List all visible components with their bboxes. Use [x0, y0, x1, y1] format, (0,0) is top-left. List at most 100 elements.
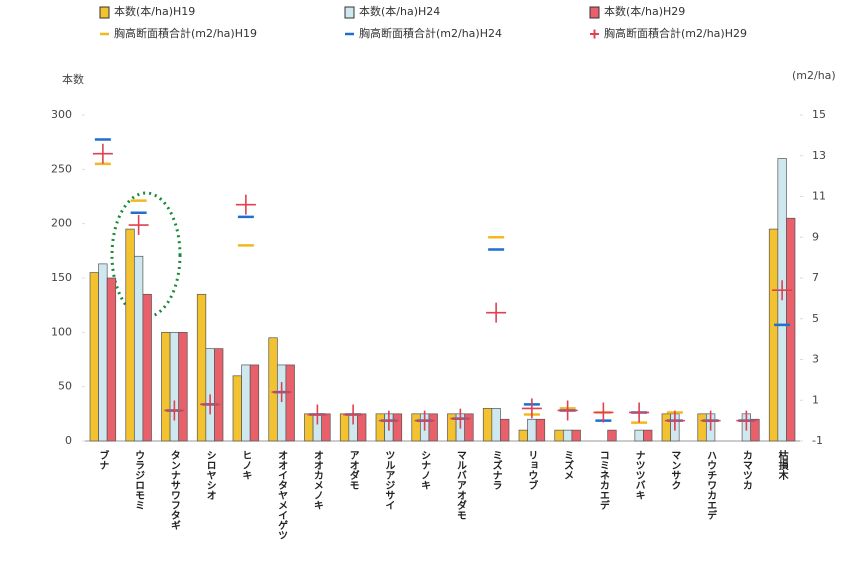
bar [196, 293, 207, 442]
bar [98, 263, 108, 442]
y-axis-label: 本数 [62, 72, 84, 86]
bar [768, 228, 779, 442]
legend-label: 胸高断面積合計(m2/ha)H29 [604, 26, 747, 40]
x-tick-label: マンサク [669, 450, 681, 490]
bar [268, 337, 278, 442]
marker [271, 382, 292, 403]
marker [664, 410, 685, 431]
x-tick-label: カマツカ [740, 450, 752, 490]
x-tick-label: ヒノキ [240, 450, 252, 480]
y2-tick-label: 7 [812, 271, 819, 284]
legend-label: 本数(本/ha)H29 [604, 4, 685, 18]
bar [411, 413, 421, 442]
marker [629, 402, 650, 423]
bar [786, 217, 796, 442]
bar [643, 429, 653, 442]
marker [92, 143, 113, 164]
bar [697, 413, 707, 442]
marker [128, 215, 149, 236]
y2-tick-label: 13 [812, 149, 826, 162]
y2-tick-label: 15 [812, 108, 826, 121]
marker [307, 404, 328, 425]
legend-label: 胸高断面積合計(m2/ha)H19 [114, 26, 257, 40]
bar [178, 331, 188, 442]
bar [607, 429, 617, 442]
x-tick-label: オオカメノキ [311, 450, 323, 510]
x-tick-label: コミネカエデ [597, 450, 609, 510]
y-tick-label: 50 [58, 380, 72, 393]
y2-tick-label: 1 [812, 393, 819, 406]
bar [133, 255, 144, 442]
x-tick-label: マルバアオダモ [454, 450, 466, 520]
marker [343, 404, 364, 425]
bar [241, 364, 251, 442]
legend-label: 本数(本/ha)H24 [359, 4, 440, 18]
x-tick-label: ナツツバキ [633, 450, 645, 500]
x-tick-label: リョウブ [526, 450, 537, 490]
marker [700, 410, 721, 431]
bar [554, 429, 564, 442]
bar [232, 375, 242, 442]
bar [142, 293, 152, 442]
legend-swatch [344, 6, 355, 19]
bar [562, 429, 573, 442]
bar [464, 413, 474, 442]
x-tick-label: シナノキ [419, 450, 431, 490]
bar [500, 418, 510, 442]
x-tick-label: オオイタヤメイゲツ [276, 450, 288, 540]
bar [392, 413, 403, 442]
y-tick-label: 0 [65, 434, 72, 447]
bar [661, 413, 671, 442]
bar [249, 364, 260, 442]
x-tick-label: ミズメ [562, 450, 574, 480]
bar [214, 348, 224, 442]
x-tick-label: タンナサワフタギ [168, 450, 180, 530]
annotation-ellipse [110, 191, 182, 319]
bar [169, 331, 180, 442]
y2-tick-label: 9 [812, 230, 819, 243]
bar [304, 413, 314, 442]
x-tick-label: ウラジロモミ [133, 450, 145, 510]
marker [557, 400, 578, 421]
y2-tick-label: 5 [812, 312, 819, 325]
x-tick-label: ツルアジサイ [383, 450, 395, 510]
bar [276, 364, 287, 442]
y2-tick-label: -1 [812, 434, 823, 447]
marker [414, 410, 435, 431]
y2-tick-label: 3 [812, 353, 819, 366]
marker [200, 394, 221, 415]
marker [736, 410, 757, 431]
marker [450, 408, 471, 429]
legend-label: 本数(本/ha)H19 [114, 4, 195, 18]
bar [357, 413, 367, 442]
y-tick-label: 150 [51, 271, 72, 284]
marker [772, 280, 793, 301]
marker [593, 402, 614, 423]
y-tick-label: 100 [51, 325, 72, 338]
marker [164, 400, 185, 421]
y-tick-label: 300 [51, 108, 72, 121]
bar [428, 413, 438, 442]
bar [321, 413, 331, 442]
x-tick-label: 枯損木 [776, 449, 789, 481]
bar [285, 364, 295, 442]
marker [486, 302, 507, 323]
bar [89, 272, 99, 442]
marker [378, 410, 399, 431]
y-tick-label: 250 [51, 162, 72, 175]
x-tick-label: ブナ [97, 449, 109, 470]
bar [634, 429, 644, 442]
legend-swatch [99, 6, 110, 19]
legend-swatch [589, 6, 600, 19]
bar [106, 277, 117, 442]
bar [535, 418, 546, 442]
bar [750, 418, 760, 442]
x-tick-label: ハウチワカエデ [705, 450, 717, 520]
x-tick-label: アオダモ [347, 450, 359, 490]
bar [339, 413, 350, 442]
bar [518, 429, 528, 442]
marker [235, 194, 256, 215]
y2-tick-label: 11 [812, 190, 826, 203]
